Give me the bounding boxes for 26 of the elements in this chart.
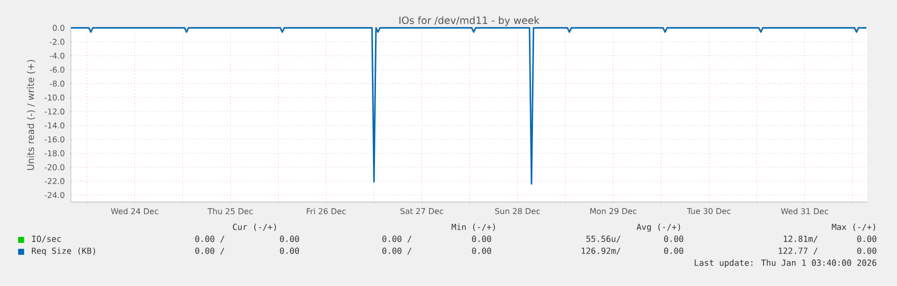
text: 0.00 / (382, 236, 412, 243)
text: 0.00 (280, 248, 300, 254)
text: 122.77 / (778, 248, 818, 255)
text: 0.00 (472, 236, 492, 242)
legend-label: Req Size (KB) (32, 248, 96, 256)
text: 0.00 (280, 236, 300, 242)
text: 55.56u/ (586, 236, 620, 243)
text: 0.00 (472, 248, 492, 254)
text: Cur (-/+) (232, 224, 276, 232)
text: Max (-/+) (832, 224, 876, 232)
legend-label: IO/sec (32, 236, 61, 243)
text: 0.00 / (195, 236, 224, 243)
text: Avg (-/+) (636, 224, 680, 232)
text: 0.00 / (382, 248, 412, 255)
text: Last update: Thu Jan 1 03:40:00 2026 (694, 260, 876, 268)
text: 0.00 (664, 236, 684, 242)
text: 0.00 (857, 248, 876, 254)
text: 12.81m/ (784, 236, 818, 243)
text: 0.00 / (195, 248, 224, 255)
text: 0.00 (857, 236, 876, 242)
text: 126.92m/ (582, 248, 620, 255)
line-series (70, 27, 868, 185)
text: Min (-/+) (452, 224, 495, 232)
y-axis-title: Units read (-) / write (+) (26, 60, 36, 170)
chart-title: IOs for /dev/md11 - by week (399, 16, 540, 26)
text: 0.00 (664, 248, 684, 254)
